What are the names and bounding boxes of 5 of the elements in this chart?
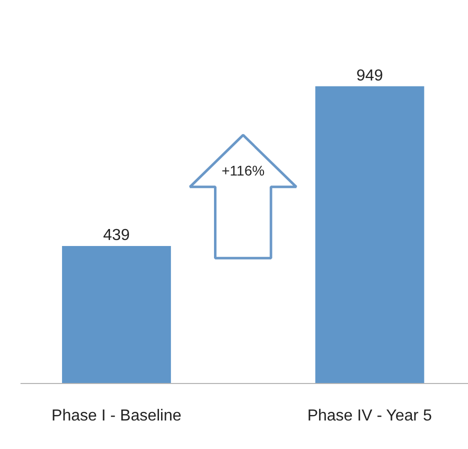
x-tick-label: Phase IV - Year 5 <box>307 408 432 424</box>
data-label: 439 <box>103 227 130 244</box>
x-tick-label: Phase I - Baseline <box>52 408 182 424</box>
data-label: 949 <box>356 67 384 84</box>
annotation: +116% <box>222 162 265 178</box>
